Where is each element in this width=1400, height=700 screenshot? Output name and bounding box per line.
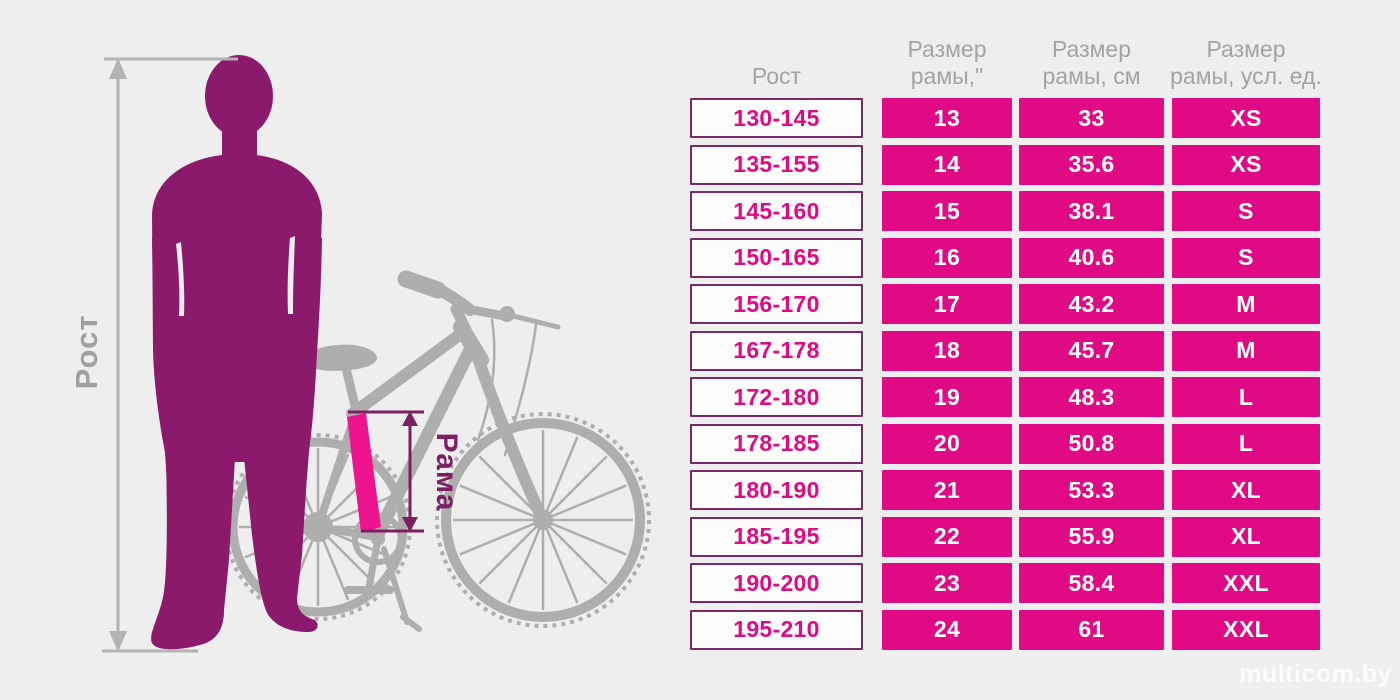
frame-size-cm-cell: 40.6 bbox=[1019, 237, 1164, 278]
frame-size-inch-cell: 16 bbox=[882, 237, 1012, 278]
frame-size-cm-cell: 53.3 bbox=[1019, 470, 1164, 510]
frame-size-cm-cell: 48.3 bbox=[1019, 377, 1164, 417]
header-frame-inches: Размер рамы," bbox=[882, 26, 1012, 90]
frame-letter-column: XS XS S S M M L L XL XL XXL XXL bbox=[1172, 98, 1320, 650]
height-range-cell: 180-190 bbox=[690, 470, 863, 510]
frame-inches-column: 13 14 15 16 17 18 19 20 21 22 23 24 bbox=[882, 98, 1012, 650]
frame-size-inch-cell: 18 bbox=[882, 330, 1012, 371]
header-height: Рост bbox=[690, 26, 863, 90]
saddle-icon bbox=[305, 344, 378, 371]
height-measure-arrow: Рост bbox=[69, 57, 238, 653]
size-guide-illustration: Рост Рама bbox=[69, 55, 651, 653]
header-line: Размер bbox=[1206, 36, 1286, 62]
header-line: рамы, см bbox=[1042, 63, 1141, 89]
frame-measure-arrow: Рама bbox=[347, 410, 463, 533]
height-range-cell: 135-155 bbox=[690, 144, 863, 185]
header-frame-letter: Размер рамы, усл. ед. bbox=[1170, 26, 1322, 90]
frame-size-letter-cell: XL bbox=[1172, 516, 1320, 557]
frame-size-inch-cell: 19 bbox=[882, 377, 1012, 417]
header-line: Размер bbox=[1051, 36, 1132, 62]
frame-size-letter-cell: XXL bbox=[1172, 609, 1320, 650]
frame-size-cm-cell: 43.2 bbox=[1019, 284, 1164, 324]
frame-size-inch-cell: 17 bbox=[882, 284, 1012, 324]
frame-size-letter-cell: L bbox=[1172, 377, 1320, 417]
header-line: рамы," bbox=[910, 63, 984, 89]
height-column: 130-145 135-155 145-160 150-165 156-170 … bbox=[690, 98, 863, 650]
frame-size-inch-cell: 24 bbox=[882, 609, 1012, 650]
height-range-cell: 150-165 bbox=[690, 237, 863, 278]
header-frame-cm: Размер рамы, см bbox=[1019, 26, 1164, 90]
height-range-cell: 156-170 bbox=[690, 284, 863, 324]
frame-size-cm-cell: 58.4 bbox=[1019, 563, 1164, 603]
frame-cm-column: 33 35.6 38.1 40.6 43.2 45.7 48.3 50.8 53… bbox=[1019, 98, 1164, 650]
height-range-cell: 130-145 bbox=[690, 98, 863, 138]
height-range-cell: 145-160 bbox=[690, 191, 863, 231]
frame-size-letter-cell: L bbox=[1172, 423, 1320, 464]
frame-size-inch-cell: 15 bbox=[882, 191, 1012, 231]
front-wheel-icon bbox=[435, 412, 651, 628]
frame-size-inch-cell: 20 bbox=[882, 423, 1012, 464]
frame-size-cm-cell: 55.9 bbox=[1019, 516, 1164, 557]
frame-size-letter-cell: S bbox=[1172, 191, 1320, 231]
header-line: рамы, усл. ед. bbox=[1170, 63, 1322, 89]
frame-size-inch-cell: 14 bbox=[882, 144, 1012, 185]
frame-size-cm-cell: 61 bbox=[1019, 609, 1164, 650]
frame-size-letter-cell: XL bbox=[1172, 470, 1320, 510]
frame-size-letter-cell: XXL bbox=[1172, 563, 1320, 603]
bike-frame bbox=[314, 270, 561, 632]
frame-size-letter-cell: M bbox=[1172, 330, 1320, 371]
frame-size-inch-cell: 23 bbox=[882, 563, 1012, 603]
frame-size-inch-cell: 22 bbox=[882, 516, 1012, 557]
height-range-cell: 190-200 bbox=[690, 563, 863, 603]
height-range-cell: 178-185 bbox=[690, 423, 863, 464]
frame-size-cm-cell: 45.7 bbox=[1019, 330, 1164, 371]
bicycle-illustration bbox=[224, 270, 651, 632]
frame-label: Рама bbox=[430, 433, 463, 512]
person-silhouette bbox=[151, 55, 322, 650]
frame-size-cm-cell: 38.1 bbox=[1019, 191, 1164, 231]
frame-size-inch-cell: 13 bbox=[882, 98, 1012, 138]
frame-size-cm-cell: 33 bbox=[1019, 98, 1164, 138]
header-line: Рост bbox=[751, 63, 802, 89]
frame-size-inch-cell: 21 bbox=[882, 470, 1012, 510]
frame-size-letter-cell: XS bbox=[1172, 98, 1320, 138]
frame-size-letter-cell: M bbox=[1172, 284, 1320, 324]
header-line: Размер bbox=[907, 36, 987, 62]
seat-tube-highlight bbox=[347, 413, 381, 533]
frame-size-letter-cell: S bbox=[1172, 237, 1320, 278]
height-label: Рост bbox=[69, 315, 104, 390]
height-range-cell: 172-180 bbox=[690, 377, 863, 417]
frame-size-cm-cell: 50.8 bbox=[1019, 423, 1164, 464]
height-range-cell: 195-210 bbox=[690, 609, 863, 650]
height-range-cell: 167-178 bbox=[690, 330, 863, 371]
frame-size-letter-cell: XS bbox=[1172, 144, 1320, 185]
height-range-cell: 185-195 bbox=[690, 516, 863, 557]
frame-size-cm-cell: 35.6 bbox=[1019, 144, 1164, 185]
watermark: multicom.by bbox=[1239, 660, 1392, 688]
